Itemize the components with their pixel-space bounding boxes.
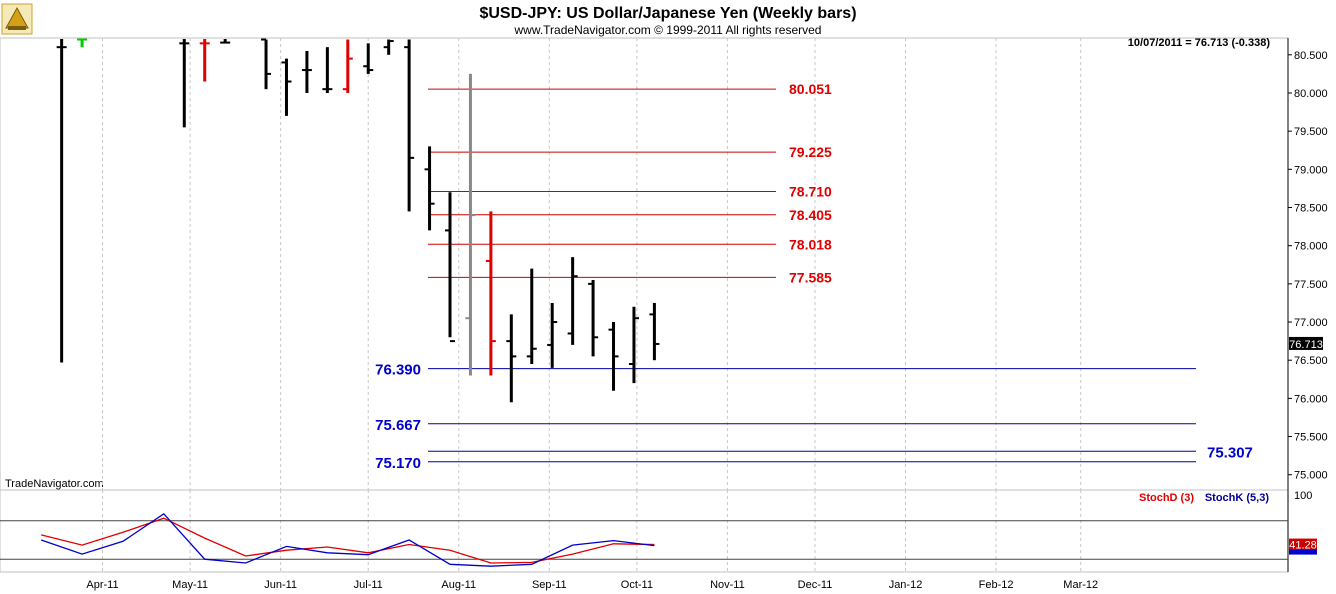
support-label: 75.170 <box>375 455 421 472</box>
ohlc-bar <box>261 38 272 90</box>
x-tick-label: Nov-11 <box>710 579 745 591</box>
x-tick-label: May-11 <box>172 579 208 591</box>
ohlc-bar <box>220 39 231 44</box>
stochastic-lines <box>0 512 1288 567</box>
stoch-d-line <box>41 517 655 564</box>
y-tick-label: 77.000 <box>1294 317 1328 329</box>
ohlc-bar <box>567 257 578 345</box>
ohlc-bar <box>281 58 292 116</box>
y-tick-label: 76.500 <box>1294 355 1328 367</box>
stoch-d-legend: StochD (3) <box>1139 492 1194 504</box>
price-y-axis: 75.000 75.500 76.000 76.500 77.000 77.500 78.0… <box>1288 50 1328 482</box>
stoch-k-legend: StochK (5,3) <box>1205 492 1270 504</box>
resistance-label: 80.051 <box>789 81 832 97</box>
ohlc-bar <box>608 322 619 391</box>
support-label: 76.390 <box>375 362 421 379</box>
resistance-label: 78.710 <box>789 183 832 199</box>
stoch-last-label: 41.28 <box>1289 540 1317 552</box>
y-tick-label: 78.000 <box>1294 241 1328 253</box>
x-tick-label: Aug-11 <box>441 579 476 591</box>
ohlc-bar <box>77 38 88 48</box>
stoch-y-tick-100: 100 <box>1294 490 1312 502</box>
copyright-text: www.TradeNavigator.com © 1999-2011 All r… <box>514 23 822 37</box>
ohlc-bar <box>465 73 476 376</box>
price-panel-frame <box>0 37 1289 491</box>
last-price-marker: 76.713 <box>1289 336 1323 351</box>
ohlc-bar <box>383 39 394 55</box>
price-bars <box>56 38 660 403</box>
resistance-label: 78.018 <box>789 236 832 252</box>
x-tick-label: Dec-11 <box>798 579 833 591</box>
x-tick-label: Apr-11 <box>86 579 118 591</box>
ohlc-bar <box>363 43 374 74</box>
ohlc-bar <box>56 39 67 363</box>
date-x-axis: Apr-11 May-11 Jun-11 Jul-11 Aug-11 Sep-11 Oct-… <box>86 579 1098 591</box>
y-tick-label: 76.000 <box>1294 393 1328 405</box>
stoch-last-marker: 41.28 <box>1289 538 1317 555</box>
stoch-panel-frame <box>0 489 1289 573</box>
y-tick-label: 79.000 <box>1294 164 1328 176</box>
y-tick-label: 80.000 <box>1294 88 1328 100</box>
ohlc-bar <box>506 314 517 403</box>
x-tick-label: Oct-11 <box>621 579 653 591</box>
y-tick-label: 75.500 <box>1294 432 1328 444</box>
x-tick-label: Jan-12 <box>889 579 923 591</box>
ohlc-bar <box>301 50 312 93</box>
ohlc-bar <box>628 306 639 384</box>
ohlc-bar <box>485 211 496 376</box>
x-tick-label: Jun-11 <box>264 579 297 591</box>
y-tick-label: 80.500 <box>1294 50 1328 62</box>
chart-title: $USD-JPY: US Dollar/Japanese Yen (Weekly… <box>479 5 856 22</box>
stoch-k-line <box>40 512 655 567</box>
x-tick-label: Jul-11 <box>354 579 383 591</box>
resistance-label: 78.405 <box>789 207 832 223</box>
ohlc-bar <box>179 39 190 128</box>
x-tick-label: Feb-12 <box>979 579 1014 591</box>
y-tick-label: 78.500 <box>1294 203 1328 215</box>
ohlc-bar <box>547 302 558 368</box>
ohlc-bar <box>199 39 210 82</box>
ohlc-bar <box>526 268 537 365</box>
watermark-text: TradeNavigator.com <box>5 478 104 490</box>
price-levels: 80.051 79.225 78.710 78.405 78.018 77.585 76.3… <box>375 81 1253 472</box>
trade-navigator-logo-icon[interactable] <box>1 3 33 35</box>
y-tick-label: 79.500 <box>1294 126 1328 138</box>
ohlc-bar <box>342 39 353 93</box>
ohlc-bar <box>322 47 333 93</box>
ohlc-bar <box>404 39 415 212</box>
x-tick-label: Sep-11 <box>532 579 567 591</box>
x-tick-label: Mar-12 <box>1063 579 1098 591</box>
ohlc-bar <box>445 192 455 343</box>
last-price-label: 76.713 <box>1289 339 1323 351</box>
last-quote-text: 10/07/2011 = 76.713 (-0.338) <box>1128 37 1271 49</box>
ohlc-bar <box>588 280 599 357</box>
y-tick-label: 75.000 <box>1294 470 1328 482</box>
support-label: 75.667 <box>375 417 421 434</box>
resistance-label: 79.225 <box>789 144 832 160</box>
y-tick-label: 77.500 <box>1294 279 1328 291</box>
support-label: 75.307 <box>1207 444 1253 461</box>
resistance-label: 77.585 <box>789 269 832 285</box>
ohlc-bar <box>424 146 435 231</box>
ohlc-bar <box>649 302 660 361</box>
